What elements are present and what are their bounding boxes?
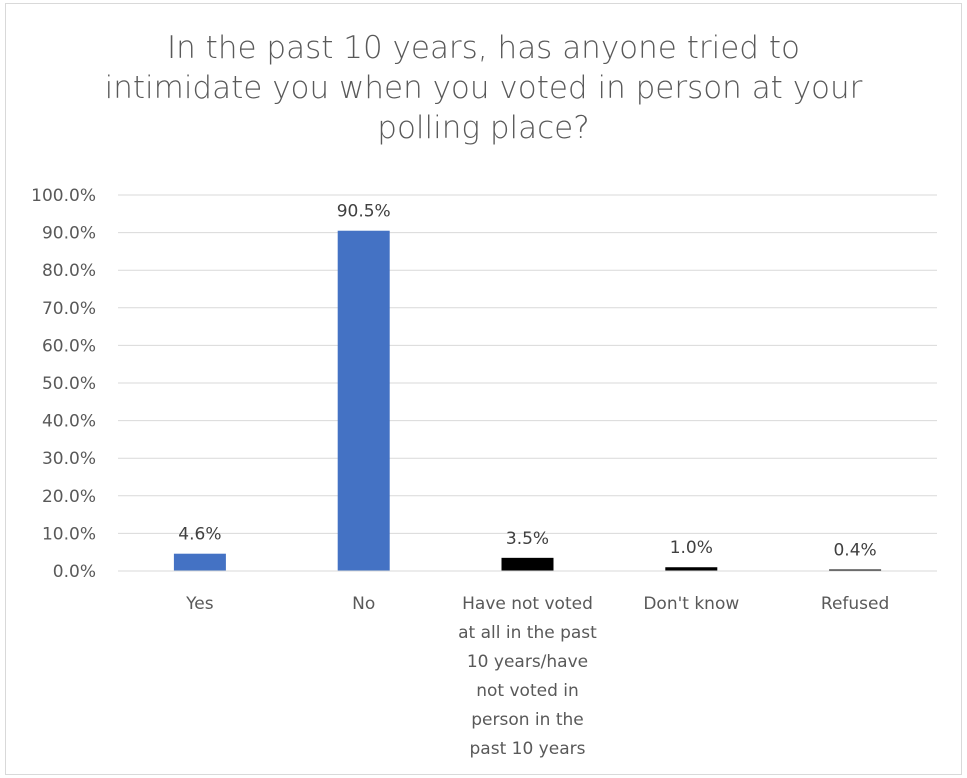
- data-label: 4.6%: [178, 525, 221, 545]
- gridlines: [118, 194, 937, 534]
- bar: [665, 567, 718, 571]
- data-label: 0.4%: [833, 540, 876, 560]
- x-category-label: No: [352, 594, 375, 614]
- y-tick-label: 0.0%: [53, 562, 96, 582]
- y-tick-label: 80.0%: [42, 261, 96, 281]
- x-axis-categories: Yes No Have not voted at all in the past 10 …: [185, 594, 889, 759]
- x-category-label: at all in the past: [458, 623, 597, 643]
- y-tick-label: 30.0%: [42, 449, 96, 469]
- x-category-label: Refused: [821, 594, 889, 614]
- x-category-label: 10 years/have: [467, 652, 588, 672]
- chart-frame: [5, 3, 962, 775]
- bars: [173, 230, 882, 571]
- y-tick-label: 10.0%: [42, 524, 96, 544]
- y-tick-label: 90.0%: [42, 224, 96, 244]
- y-tick-label: 60.0%: [42, 336, 96, 356]
- bar: [337, 230, 390, 571]
- data-label: 3.5%: [506, 529, 549, 549]
- y-tick-label: 20.0%: [42, 487, 96, 507]
- bar: [829, 569, 882, 571]
- y-axis-ticks: 0.0% 10.0% 20.0% 30.0% 40.0% 50.0% 60.0% 70.0% 8…: [31, 186, 96, 582]
- x-category-label: not voted in: [476, 681, 579, 701]
- y-tick-label: 100.0%: [31, 186, 96, 206]
- x-category-label: Don't know: [643, 594, 739, 614]
- x-category-label: person in the: [471, 710, 583, 730]
- data-labels: 4.6% 90.5% 3.5% 1.0% 0.4%: [178, 202, 876, 561]
- chart-title: In the past 10 years, has anyone tried t…: [104, 30, 863, 146]
- data-label: 90.5%: [337, 202, 391, 222]
- x-category-label: Have not voted: [462, 594, 593, 614]
- bar: [501, 557, 554, 571]
- x-category-label: Yes: [185, 594, 214, 614]
- y-tick-label: 70.0%: [42, 299, 96, 319]
- x-category-label: past 10 years: [470, 739, 586, 759]
- y-tick-label: 40.0%: [42, 412, 96, 432]
- y-tick-label: 50.0%: [42, 374, 96, 394]
- bar: [173, 553, 226, 571]
- data-label: 1.0%: [670, 538, 713, 558]
